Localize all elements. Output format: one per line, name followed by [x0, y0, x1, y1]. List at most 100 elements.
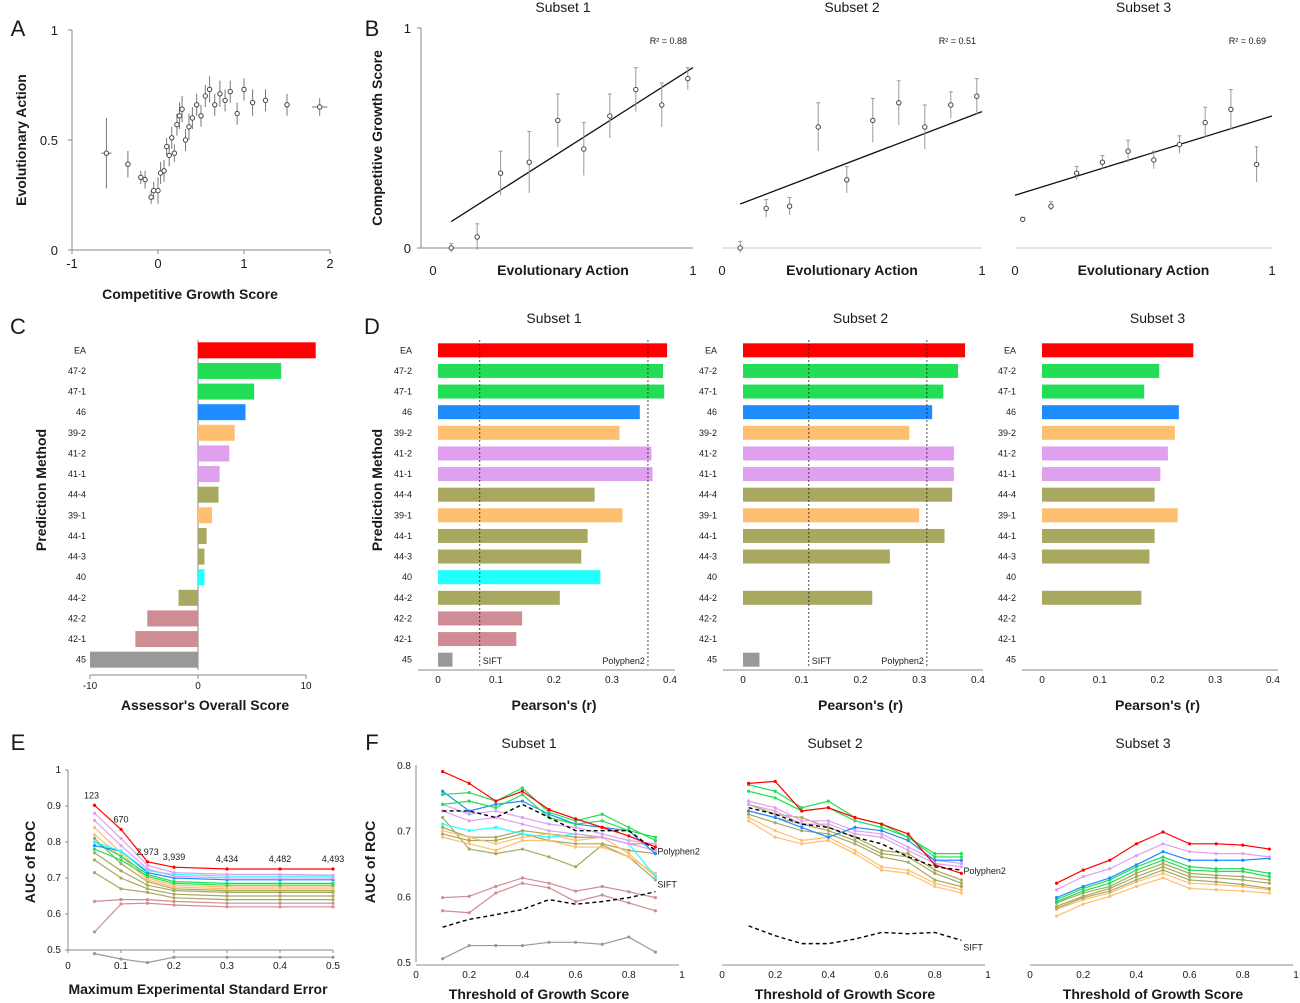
f-point: [1108, 881, 1112, 885]
a-point: [166, 152, 172, 159]
f-point: [547, 835, 551, 839]
f-point: [574, 845, 578, 849]
f-point: [1214, 880, 1218, 884]
f-point: [826, 838, 831, 843]
f-point: [627, 901, 631, 905]
d-category-label: 45: [1006, 655, 1016, 665]
f-point: [906, 868, 910, 872]
e-point: [278, 872, 282, 877]
f-point: [574, 822, 578, 826]
f-point: [1241, 867, 1245, 871]
c-bar: [198, 445, 230, 462]
f-point: [773, 806, 777, 810]
f-point: [773, 809, 777, 813]
d-category-label: 39-1: [699, 510, 717, 520]
f-point: [906, 860, 910, 864]
e-count-label: 123: [84, 790, 99, 800]
e-point: [145, 901, 150, 905]
f-point: [520, 786, 525, 790]
f-point: [494, 838, 498, 843]
f-point: [853, 815, 857, 820]
a-point: [227, 88, 233, 95]
d-bar: [438, 652, 453, 667]
f-point: [853, 838, 857, 843]
b-x-tick-label: 1: [978, 263, 985, 278]
f-point: [600, 893, 604, 897]
f-point: [547, 829, 551, 833]
d-x-tick-label: 0: [435, 675, 441, 686]
f-point: [574, 817, 578, 821]
f-point: [1161, 861, 1165, 866]
d-category-label: 42-2: [998, 613, 1016, 623]
e-point: [119, 902, 123, 906]
f-point: [959, 855, 964, 859]
e-point: [278, 898, 282, 902]
f-point: [547, 940, 551, 944]
f-point: [906, 835, 910, 839]
f-point: [1055, 888, 1059, 892]
f-point: [441, 909, 445, 913]
a-point: [262, 97, 269, 104]
c-category-label: 40: [76, 572, 86, 582]
a-point: [284, 102, 290, 108]
d-bar: [1042, 467, 1161, 482]
d-x-tick-label: 0.4: [1266, 675, 1280, 686]
e-x-tick-label: 0.1: [114, 961, 128, 972]
f-series-line: [748, 803, 962, 881]
f-point: [600, 884, 604, 889]
e-y-tick-label: 0.5: [47, 945, 61, 956]
d-bar: [438, 549, 582, 564]
f-point: [653, 871, 658, 875]
e-point: [278, 905, 282, 909]
f-point: [1267, 855, 1271, 859]
f-point: [1161, 855, 1165, 859]
f-point: [441, 769, 445, 774]
f-point: [773, 796, 777, 800]
d-category-label: 45: [707, 655, 717, 665]
f-point: [880, 825, 884, 829]
f-reference-line: [748, 807, 962, 871]
b-point: [633, 86, 639, 93]
b-point: [737, 245, 743, 251]
d-subset-title: Subset 3: [1130, 310, 1185, 326]
f-point: [1214, 873, 1218, 877]
e-point: [145, 961, 150, 965]
c-category-label: 44-4: [68, 490, 86, 500]
e-x-tick-label: 0.4: [273, 961, 287, 972]
e-x-tick-label: 0.2: [167, 961, 181, 972]
b-x-axis-title: Evolutionary Action: [786, 262, 918, 278]
f-point: [1161, 858, 1165, 862]
a-point: [202, 93, 209, 99]
b-subset-title: Subset 3: [1116, 0, 1171, 15]
b-x-tick-label: 1: [1268, 263, 1275, 278]
f-point: [1214, 882, 1218, 887]
e-point: [172, 880, 176, 884]
f-point: [520, 943, 525, 948]
d-x-axis-title: Pearson's (r): [818, 697, 903, 713]
d-subset-title: Subset 2: [833, 310, 888, 326]
f-point: [520, 789, 525, 793]
f-point: [520, 835, 525, 839]
d-reference-label: SIFT: [483, 656, 503, 666]
f-point: [1134, 875, 1138, 879]
c-category-label: 42-2: [68, 613, 86, 623]
f-point: [494, 842, 498, 846]
d-category-label: 44-2: [998, 593, 1016, 603]
c-bar: [198, 404, 246, 421]
e-x-tick-label: 0.5: [326, 961, 340, 972]
d-category-label: 40: [402, 572, 412, 582]
f-point: [1081, 889, 1085, 893]
d-category-label: 47-1: [998, 387, 1016, 397]
e-count-label: 670: [113, 814, 128, 824]
b-point: [922, 124, 928, 130]
f-point: [1161, 871, 1165, 875]
a-point: [151, 187, 157, 194]
e-point: [119, 849, 123, 853]
a-point: [179, 106, 185, 112]
f-point: [747, 809, 751, 813]
c-bar: [198, 342, 316, 359]
d-category-label: EA: [400, 345, 412, 355]
panel-label-d: D: [364, 314, 380, 339]
f-point: [1081, 875, 1085, 879]
b-fit-line: [739, 110, 983, 205]
